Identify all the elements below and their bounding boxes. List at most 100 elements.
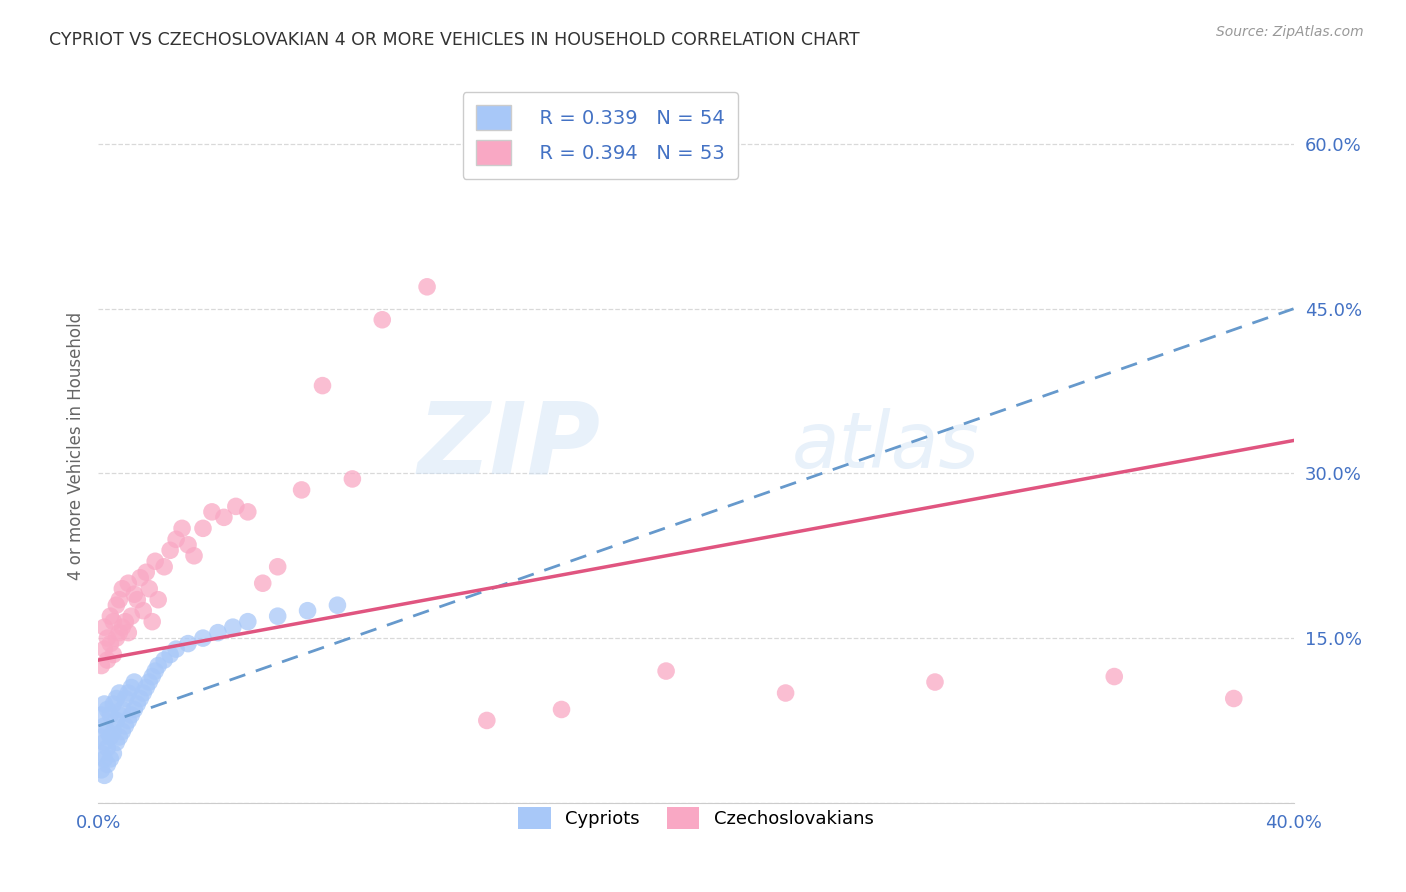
Point (108, 592, 131, 607)
Point (138, 675, 160, 690)
Point (105, 691, 128, 706)
Point (105, 598, 128, 612)
Point (135, 566, 157, 580)
Point (93, 719, 115, 733)
Point (93, 768, 115, 782)
Point (103, 615, 125, 629)
Point (111, 582, 134, 596)
Point (108, 625, 131, 640)
Point (105, 735, 128, 749)
Point (103, 747, 125, 761)
Point (90, 708, 112, 723)
Point (191, 521, 214, 535)
Point (96, 631, 118, 645)
Point (165, 533, 187, 547)
Point (191, 631, 214, 645)
Point (924, 675, 946, 690)
Point (475, 714, 498, 728)
Point (108, 686, 131, 700)
Point (96, 740, 118, 755)
Point (416, 280, 439, 294)
Point (132, 686, 155, 700)
Point (120, 681, 142, 695)
Point (93, 752, 115, 766)
Point (96, 724, 118, 739)
Point (201, 505, 224, 519)
Y-axis label: 4 or more Vehicles in Household: 4 or more Vehicles in Household (66, 312, 84, 580)
Point (114, 719, 136, 733)
Point (775, 686, 797, 700)
Point (93, 697, 115, 711)
Point (148, 592, 170, 607)
Point (222, 620, 245, 634)
Point (141, 669, 163, 683)
Point (135, 681, 157, 695)
Point (114, 615, 136, 629)
Point (267, 609, 290, 624)
Point (291, 483, 314, 497)
Point (90, 747, 112, 761)
Point (236, 615, 259, 629)
Point (117, 576, 139, 591)
Point (172, 521, 194, 535)
Point (124, 702, 146, 716)
Point (96, 702, 118, 716)
Point (148, 658, 170, 673)
Point (1223, 691, 1246, 706)
Point (311, 378, 333, 392)
Point (236, 505, 259, 519)
Point (177, 538, 200, 552)
Point (96, 757, 118, 772)
Point (120, 609, 142, 624)
Point (212, 510, 235, 524)
Text: atlas: atlas (792, 408, 980, 484)
Point (93, 735, 115, 749)
Point (153, 653, 176, 667)
Point (183, 549, 205, 563)
Point (98, 752, 122, 766)
Point (93, 620, 115, 634)
Point (141, 615, 163, 629)
Point (90, 763, 112, 777)
Point (98, 609, 122, 624)
Point (371, 312, 394, 326)
Point (93, 642, 115, 657)
Point (165, 642, 187, 657)
Point (326, 598, 349, 612)
Point (103, 697, 125, 711)
Point (98, 637, 122, 651)
Point (297, 604, 319, 618)
Point (98, 730, 122, 744)
Text: Source: ZipAtlas.com: Source: ZipAtlas.com (1216, 25, 1364, 39)
Text: ZIP: ZIP (418, 398, 600, 494)
Point (117, 625, 139, 640)
Legend: Cypriots, Czechoslovakians: Cypriots, Czechoslovakians (503, 793, 889, 844)
Point (550, 702, 572, 716)
Point (124, 675, 146, 690)
Point (138, 582, 160, 596)
Point (111, 620, 134, 634)
Text: CYPRIOT VS CZECHOSLOVAKIAN 4 OR MORE VEHICLES IN HOUSEHOLD CORRELATION CHART: CYPRIOT VS CZECHOSLOVAKIAN 4 OR MORE VEH… (49, 31, 860, 49)
Point (159, 543, 181, 558)
Point (98, 708, 122, 723)
Point (120, 708, 142, 723)
Point (103, 724, 125, 739)
Point (117, 686, 139, 700)
Point (153, 559, 176, 574)
Point (207, 625, 229, 640)
Point (105, 631, 128, 645)
Point (90, 730, 112, 744)
Point (655, 664, 678, 678)
Point (127, 592, 149, 607)
Point (267, 559, 290, 574)
Point (143, 664, 166, 678)
Point (129, 691, 152, 706)
Point (111, 724, 134, 739)
Point (1104, 669, 1126, 683)
Point (132, 604, 155, 618)
Point (117, 714, 139, 728)
Point (225, 500, 247, 514)
Point (114, 691, 136, 706)
Point (105, 714, 128, 728)
Point (342, 472, 364, 486)
